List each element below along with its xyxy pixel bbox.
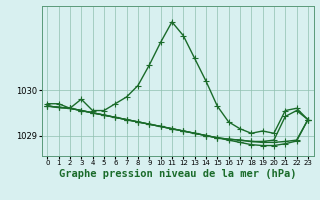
X-axis label: Graphe pression niveau de la mer (hPa): Graphe pression niveau de la mer (hPa) <box>59 169 296 179</box>
